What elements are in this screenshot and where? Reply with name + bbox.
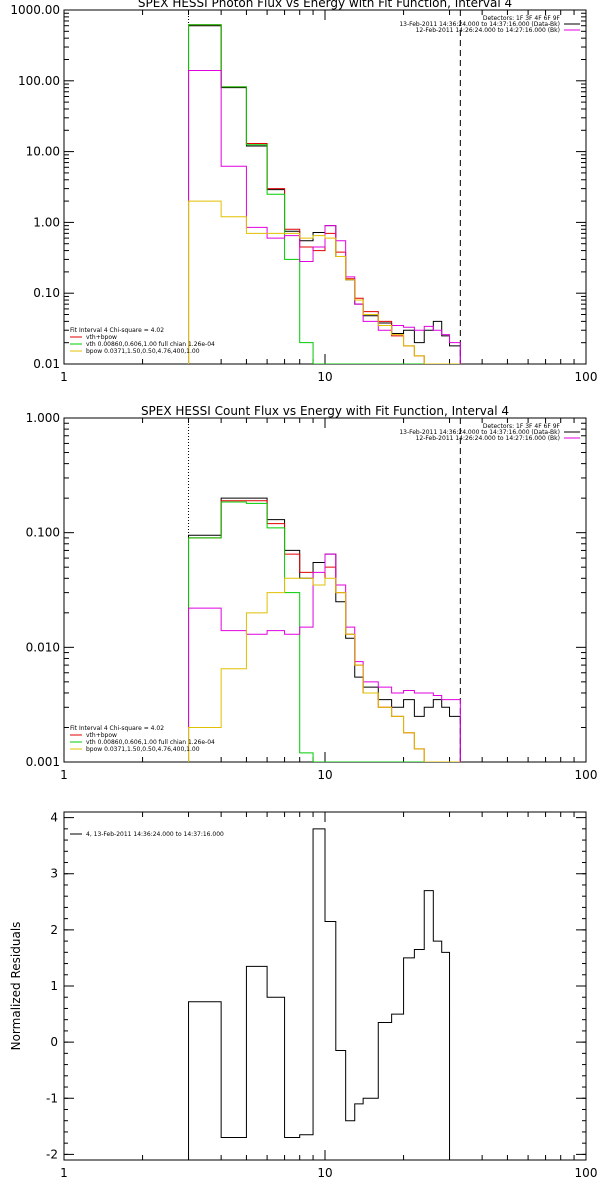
- header-line: Detectors: 1F 3F 4F 6F 9F: [483, 423, 561, 430]
- chart-title: SPEX HESSI Count Flux vs Energy with Fit…: [141, 404, 509, 418]
- series-sum: [188, 500, 461, 762]
- x-tick-label: 1: [60, 370, 68, 384]
- legend-line: Fit Interval 4 Chi-square = 4.02: [70, 327, 164, 334]
- y-tick-label: 1.00: [33, 215, 60, 229]
- x-tick-label: 10: [317, 1166, 332, 1180]
- y-axis-label: Normalized Residuals: [9, 922, 23, 1051]
- series-vth: [188, 501, 461, 762]
- y-tick-label: 100.00: [18, 74, 60, 88]
- legend-line: vth+bpow: [86, 732, 117, 739]
- legend-line: vth 0.00860,0.606,1.00 full chian 1.26e-…: [86, 739, 215, 746]
- chart-panel-1: SPEX HESSI Photon Flux vs Energy with Fi…: [10, 0, 597, 384]
- plot-frame: [63, 417, 587, 763]
- y-tick-label: 0.010: [26, 640, 60, 654]
- series-data: [188, 25, 461, 364]
- series-data: [188, 497, 461, 762]
- y-tick-label: 0.10: [33, 286, 60, 300]
- y-tick-label: 0.001: [26, 755, 60, 769]
- x-tick-label: 10: [317, 768, 332, 782]
- legend-line: 4, 13-Feb-2011 14:36:24.000 to 14:37:16.…: [86, 831, 224, 838]
- legend-line: Fit Interval 4 Chi-square = 4.02: [70, 725, 164, 732]
- y-tick-label: 2: [50, 923, 58, 937]
- legend-line: vth 0.00860,0.606,1.00 full chian 1.26e-…: [86, 341, 215, 348]
- series-bpow: [188, 577, 461, 762]
- y-tick-label: -1: [46, 1091, 58, 1105]
- x-tick-label: 100: [575, 370, 598, 384]
- series-bpow: [188, 200, 461, 364]
- header-line: Detectors: 1F 3F 4F 6F 9F: [483, 15, 561, 22]
- series-data: [188, 828, 461, 1160]
- y-tick-label: 3: [50, 867, 58, 881]
- plot-frame: [63, 9, 587, 365]
- header-line: 13-Feb-2011 14:36:24.000 to 14:37:16.000…: [399, 429, 560, 436]
- header-line: 12-Feb-2011 14:26:24.000 to 14:27:16.000…: [416, 27, 560, 34]
- legend-line: vth+bpow: [86, 334, 117, 341]
- y-tick-label: 1000.00: [10, 3, 60, 17]
- y-tick-label: -2: [46, 1147, 58, 1161]
- series-sum: [188, 24, 461, 364]
- x-tick-label: 1: [60, 1166, 68, 1180]
- header-line: 13-Feb-2011 14:36:24.000 to 14:37:16.000…: [399, 21, 560, 28]
- header-line: 12-Feb-2011 14:26:24.000 to 14:27:16.000…: [416, 435, 560, 442]
- y-tick-label: 1.000: [26, 411, 60, 425]
- x-tick-label: 10: [317, 370, 332, 384]
- y-tick-label: 10.00: [26, 145, 60, 159]
- series-bk: [188, 553, 461, 762]
- chart-panel-2: SPEX HESSI Count Flux vs Energy with Fit…: [26, 404, 598, 782]
- y-tick-label: 0.100: [26, 526, 60, 540]
- legend-line: bpow 0.0371,1.50,0.50,4.76,400,1.00: [86, 348, 200, 355]
- y-tick-label: 1: [50, 979, 58, 993]
- legend-line: bpow 0.0371,1.50,0.50,4.76,400,1.00: [86, 746, 200, 753]
- x-tick-label: 100: [575, 768, 598, 782]
- x-tick-label: 100: [575, 1166, 598, 1180]
- y-tick-label: 4: [50, 811, 58, 825]
- series-vth: [188, 24, 461, 364]
- y-tick-label: 0.01: [33, 357, 60, 371]
- x-tick-label: 1: [60, 768, 68, 782]
- chart-title: SPEX HESSI Photon Flux vs Energy with Fi…: [138, 0, 512, 10]
- y-tick-label: 0: [50, 1035, 58, 1049]
